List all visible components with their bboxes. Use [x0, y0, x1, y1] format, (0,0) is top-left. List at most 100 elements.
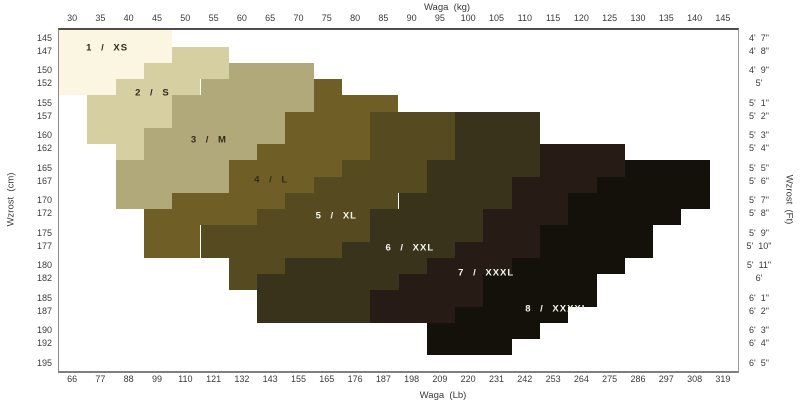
cm-tick-label: 150 — [36, 65, 52, 75]
size-band-segment — [370, 209, 484, 226]
size-band-segment — [257, 290, 371, 307]
ft-tick-label: 5' 9" — [749, 227, 769, 238]
kg-tick-label: 75 — [321, 13, 332, 23]
ft-tick-label: 4' 9" — [749, 65, 769, 75]
size-band-segment — [87, 127, 144, 145]
size-band-segment — [511, 192, 569, 210]
size-band-segment — [115, 144, 144, 161]
cm-tick-label: 145 — [36, 32, 52, 43]
lb-tick-label: 286 — [630, 374, 646, 384]
size-band-segment — [143, 127, 286, 145]
y-axis-title-cm: Wzrost (cm) — [5, 172, 17, 227]
lb-tick-label: 66 — [67, 374, 78, 384]
size-band-segment — [257, 306, 371, 323]
size-band-segment — [313, 95, 399, 112]
lb-tick-label: 99 — [151, 374, 162, 384]
cm-tick-label: 195 — [36, 357, 52, 368]
ft-tick-label: 5' 8" — [749, 208, 769, 218]
size-band-segment — [285, 127, 371, 145]
size-band-segment — [540, 241, 654, 258]
kg-tick-label: 115 — [545, 13, 561, 23]
kg-tick-label: 120 — [573, 13, 589, 23]
ft-tick-label: 5' 4" — [749, 143, 769, 153]
kg-tick-label: 135 — [658, 13, 674, 23]
lb-tick-label: 132 — [234, 374, 250, 384]
ft-tick-label: 6' 4" — [749, 338, 769, 348]
kg-tick-label: 100 — [460, 13, 476, 23]
x-axis-title-kg: Waga (kg) — [423, 2, 471, 13]
kg-tick-label: 55 — [208, 13, 219, 23]
size-band-segment — [143, 144, 258, 161]
size-band-segment — [483, 209, 569, 226]
size-band-segment — [172, 192, 286, 210]
size-band-segment — [172, 111, 286, 128]
kg-tick-label: 35 — [95, 13, 106, 23]
cm-tick-label: 157 — [36, 110, 52, 121]
cm-tick-label: 187 — [36, 305, 52, 316]
kg-tick-label: 30 — [67, 13, 78, 23]
kg-tick-label: 85 — [378, 13, 389, 23]
size-region-label: 5 / XL — [315, 210, 357, 222]
size-band-segment — [228, 62, 314, 80]
size-band-segment — [200, 241, 342, 258]
size-band-segment — [426, 160, 540, 177]
size-band-segment — [200, 79, 314, 96]
size-band-segment — [143, 209, 258, 226]
size-band-segment — [455, 127, 540, 145]
kg-tick-label: 110 — [517, 13, 532, 23]
size-band-segment — [455, 241, 540, 258]
size-region-label: 2 / S — [135, 87, 170, 99]
size-band-segment — [59, 62, 144, 80]
kg-tick-label: 105 — [488, 13, 505, 23]
size-band-segment — [313, 79, 342, 96]
cm-tick-label: 177 — [36, 240, 52, 251]
size-band-segment — [370, 144, 456, 161]
size-band-segment — [228, 257, 286, 275]
size-band-segment — [172, 95, 314, 112]
kg-tick-label: 70 — [293, 13, 304, 23]
cm-tick-label: 180 — [36, 260, 52, 270]
cm-tick-label: 170 — [36, 195, 52, 205]
size-band-segment — [115, 176, 229, 193]
size-band-segment — [228, 160, 342, 177]
ft-tick-label: 5' 10" — [746, 240, 772, 251]
lb-tick-label: 242 — [517, 374, 533, 384]
size-band-segment — [257, 144, 371, 161]
kg-tick-label: 145 — [715, 13, 731, 23]
ft-tick-label: 6' 2" — [749, 305, 769, 316]
lb-tick-label: 253 — [545, 374, 561, 384]
size-band-segment — [511, 257, 625, 275]
size-band-segment — [341, 160, 427, 177]
cm-tick-label: 175 — [36, 227, 52, 238]
ft-tick-label: 6' 3" — [749, 325, 769, 335]
kg-tick-label: 50 — [180, 13, 191, 23]
cm-tick-label: 172 — [36, 208, 52, 218]
kg-tick-label: 45 — [151, 13, 162, 23]
size-band-segment — [370, 306, 456, 323]
size-band-segment — [370, 225, 484, 242]
lb-tick-label: 198 — [404, 374, 420, 384]
lb-tick-label: 308 — [687, 374, 703, 384]
ft-tick-label: 5' 6" — [749, 175, 769, 186]
cm-tick-label: 190 — [36, 325, 52, 335]
size-band-segment — [370, 290, 484, 307]
size-band-segment — [115, 79, 201, 96]
size-band-segment — [285, 111, 371, 128]
ft-tick-label: 5' 2" — [749, 110, 769, 121]
size-band-segment — [455, 144, 540, 161]
lb-tick-label: 165 — [319, 374, 335, 384]
size-band-segment — [143, 225, 201, 242]
lb-tick-label: 275 — [602, 374, 618, 384]
size-band-segment — [370, 111, 456, 128]
lb-tick-label: 77 — [95, 374, 106, 384]
size-band-segment — [87, 95, 173, 112]
size-band-segment — [540, 144, 625, 161]
kg-tick-label: 90 — [406, 13, 417, 23]
size-band-segment — [115, 192, 173, 210]
cm-tick-label: 192 — [36, 338, 52, 348]
size-band-segment — [341, 241, 456, 258]
lb-tick-label: 143 — [262, 374, 278, 384]
cm-tick-label: 162 — [36, 143, 52, 153]
ft-tick-label: 5' 3" — [749, 130, 769, 140]
